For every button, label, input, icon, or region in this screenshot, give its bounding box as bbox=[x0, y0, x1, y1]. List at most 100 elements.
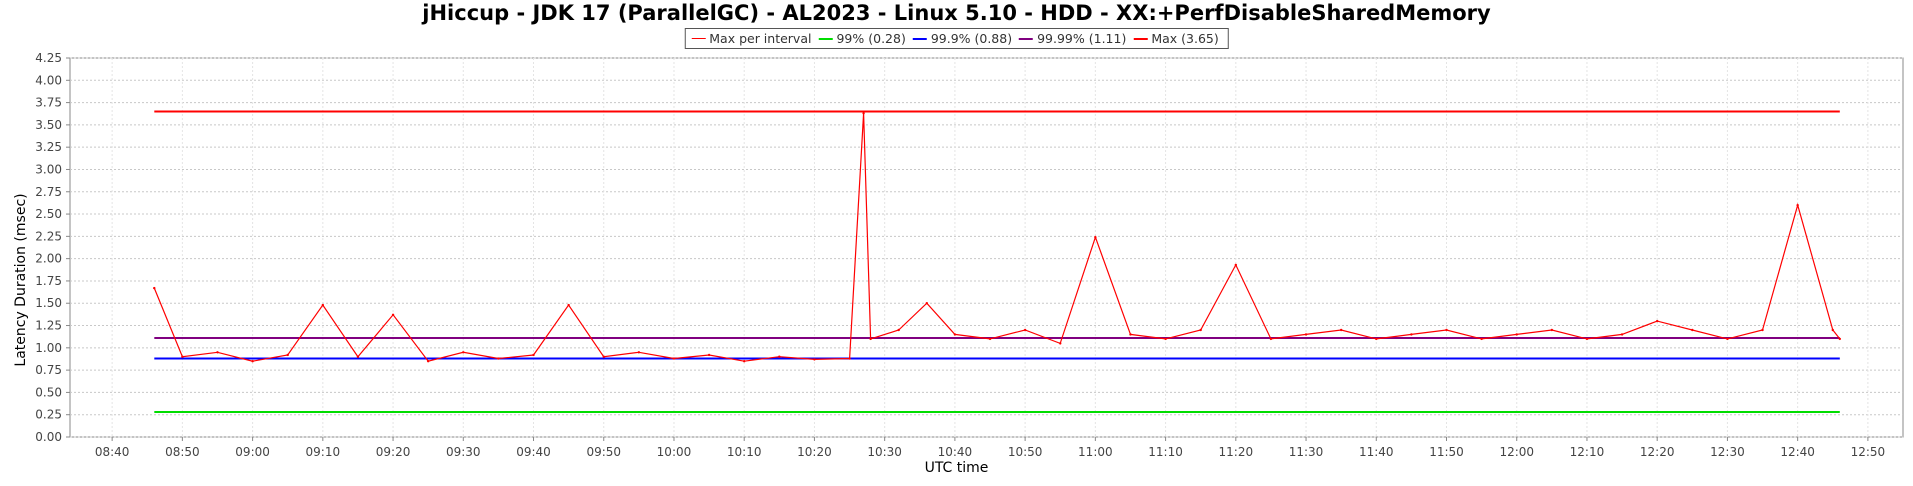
y-tick-label: 1.50 bbox=[35, 296, 62, 310]
legend-item: 99.9% (0.88) bbox=[912, 31, 1013, 46]
data-point bbox=[391, 313, 395, 317]
data-point bbox=[602, 355, 605, 358]
data-point bbox=[778, 355, 781, 358]
x-tick-label: 09:10 bbox=[306, 445, 341, 459]
data-point bbox=[953, 333, 957, 336]
data-point bbox=[181, 355, 184, 358]
data-point bbox=[672, 357, 676, 360]
y-tick-label: 0.00 bbox=[35, 430, 62, 444]
x-tick-label: 12:20 bbox=[1640, 445, 1675, 459]
data-point bbox=[1269, 337, 1273, 341]
legend-swatch bbox=[912, 37, 927, 40]
x-tick-label: 10:50 bbox=[1008, 445, 1043, 459]
data-point bbox=[1796, 203, 1799, 207]
data-point bbox=[1515, 333, 1518, 336]
data-point bbox=[1761, 328, 1764, 332]
legend-label: 99.9% (0.88) bbox=[930, 31, 1013, 46]
x-tick-label: 11:00 bbox=[1078, 445, 1113, 459]
legend-label: Max (3.65) bbox=[1151, 31, 1219, 46]
data-point bbox=[1410, 333, 1413, 336]
x-tick-label: 08:50 bbox=[165, 445, 200, 459]
y-tick-label: 2.25 bbox=[35, 229, 62, 243]
x-tick-label: 10:00 bbox=[657, 445, 692, 459]
data-point bbox=[1445, 328, 1448, 332]
data-point bbox=[1620, 333, 1624, 336]
data-point bbox=[1691, 328, 1694, 332]
y-tick-label: 0.50 bbox=[35, 385, 62, 399]
data-point bbox=[497, 357, 500, 360]
data-point bbox=[1199, 328, 1202, 332]
data-point bbox=[1831, 328, 1834, 332]
y-tick-label: 0.75 bbox=[35, 363, 62, 377]
data-point bbox=[1838, 337, 1841, 341]
y-tick-label: 1.00 bbox=[35, 341, 62, 355]
data-point bbox=[848, 357, 851, 360]
x-tick-label: 12:50 bbox=[1851, 445, 1886, 459]
y-tick-label: 3.75 bbox=[35, 96, 62, 110]
legend-item: 99% (0.28) bbox=[818, 31, 906, 46]
data-point bbox=[426, 360, 430, 363]
y-tick-label: 2.50 bbox=[35, 207, 62, 221]
x-axis-label: UTC time bbox=[924, 460, 989, 476]
x-tick-label: 09:20 bbox=[376, 445, 411, 459]
legend-item: 99.99% (1.11) bbox=[1019, 31, 1126, 46]
y-tick-label: 2.00 bbox=[35, 252, 62, 266]
y-tick-label: 1.75 bbox=[35, 274, 62, 288]
data-point bbox=[743, 360, 746, 363]
data-point bbox=[1164, 337, 1167, 341]
y-tick-label: 3.00 bbox=[35, 162, 62, 176]
x-tick-label: 10:40 bbox=[938, 445, 973, 459]
chart-title: jHiccup - JDK 17 (ParallelGC) - AL2023 -… bbox=[422, 1, 1491, 25]
data-point bbox=[1304, 333, 1308, 336]
legend-label: 99.99% (1.11) bbox=[1037, 31, 1127, 46]
x-tick-label: 09:30 bbox=[446, 445, 481, 459]
x-tick-label: 09:50 bbox=[586, 445, 621, 459]
data-point bbox=[356, 355, 360, 358]
data-point bbox=[216, 351, 219, 354]
data-point bbox=[1550, 328, 1554, 332]
data-point bbox=[1234, 263, 1238, 267]
data-point bbox=[251, 360, 254, 363]
x-tick-label: 11:10 bbox=[1148, 445, 1183, 459]
legend-label: Max per interval bbox=[709, 31, 812, 46]
data-point bbox=[897, 328, 900, 332]
data-point bbox=[567, 303, 570, 307]
y-tick-label: 3.25 bbox=[35, 140, 62, 154]
data-point bbox=[869, 337, 872, 341]
x-tick-label: 09:40 bbox=[516, 445, 551, 459]
data-point bbox=[1585, 337, 1589, 341]
chart-legend: Max per interval 99% (0.28) 99.9% (0.88) 99… bbox=[684, 28, 1229, 49]
data-point bbox=[532, 353, 535, 357]
y-tick-label: 1.25 bbox=[35, 319, 62, 333]
data-point bbox=[988, 337, 992, 341]
data-point bbox=[707, 353, 711, 357]
x-tick-label: 12:10 bbox=[1570, 445, 1605, 459]
legend-swatch bbox=[1019, 37, 1034, 40]
data-point bbox=[925, 302, 929, 305]
y-tick-label: 4.00 bbox=[35, 73, 62, 87]
x-tick-label: 10:30 bbox=[867, 445, 902, 459]
data-point bbox=[813, 358, 816, 361]
data-point bbox=[1129, 333, 1132, 336]
x-tick-label: 08:40 bbox=[95, 445, 130, 459]
legend-label: 99% (0.28) bbox=[836, 31, 906, 46]
y-axis-label: Latency Duration (msec) bbox=[13, 193, 29, 367]
data-point bbox=[1375, 337, 1378, 341]
legend-item: Max (3.65) bbox=[1133, 31, 1219, 46]
data-point bbox=[1726, 337, 1729, 341]
x-tick-label: 12:40 bbox=[1780, 445, 1815, 459]
legend-swatch bbox=[691, 38, 706, 39]
x-tick-label: 11:40 bbox=[1359, 445, 1394, 459]
x-tick-label: 10:10 bbox=[727, 445, 762, 459]
y-axis-label-wrap: Latency Duration (msec) bbox=[6, 180, 36, 380]
y-tick-label: 0.25 bbox=[35, 408, 62, 422]
data-point bbox=[1094, 236, 1097, 239]
x-tick-label: 12:30 bbox=[1710, 445, 1745, 459]
data-point bbox=[321, 303, 325, 307]
y-tick-label: 4.25 bbox=[35, 51, 62, 65]
x-tick-label: 12:00 bbox=[1499, 445, 1534, 459]
x-tick-label: 11:30 bbox=[1289, 445, 1324, 459]
data-point bbox=[462, 351, 465, 354]
legend-item: Max per interval bbox=[691, 31, 811, 46]
